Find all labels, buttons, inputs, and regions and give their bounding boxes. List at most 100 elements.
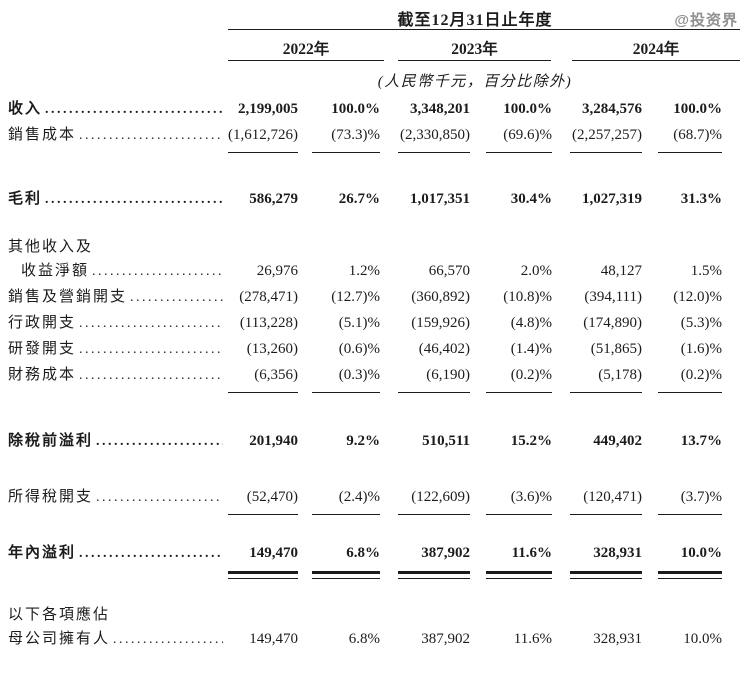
row-label-cell: 以下各項應佔 — [8, 604, 228, 626]
percent-cell: 10.0% — [683, 631, 722, 647]
percent-cell: (5.3)% — [680, 315, 722, 331]
table-row: 收益淨額....................................… — [8, 258, 722, 284]
table-row: 研發開支....................................… — [8, 336, 722, 362]
table-row: 所得稅開支...................................… — [8, 484, 722, 515]
percent-cell: 11.6% — [470, 540, 552, 579]
amount-cell: (159,926) — [411, 315, 470, 331]
year-column-header-2023: 2023年 — [398, 34, 551, 61]
percent-cell: (73.3)% — [298, 122, 380, 153]
amount-cell: (122,609) — [380, 484, 470, 515]
header-top-rule — [228, 29, 740, 30]
percent-cell: (1.4)% — [510, 341, 552, 357]
row-label: 以下各項應佔 — [8, 607, 111, 623]
table-row: 其他收入及 — [8, 236, 722, 258]
amount-cell: (6,356) — [228, 362, 298, 393]
amount-cell: 66,570 — [428, 263, 470, 279]
percent-cell: (5.1)% — [338, 315, 380, 331]
percent-cell: (0.2)% — [470, 362, 552, 393]
amount-cell: 2,199,005 — [238, 101, 298, 117]
row-label-cell: 其他收入及 — [8, 236, 228, 258]
percent-cell: (0.2)% — [642, 362, 722, 393]
year-column-header-2024: 2024年 — [572, 34, 740, 61]
dot-leader: ........................................… — [96, 434, 223, 449]
dot-leader: ........................................… — [113, 632, 223, 647]
percent-cell: (68.7)% — [642, 122, 722, 153]
currency-unit-note: (人民幣千元，百分比除外) — [377, 74, 573, 90]
row-label-cell: 收益淨額....................................… — [8, 258, 228, 285]
percent-cell: (0.6)% — [338, 341, 380, 357]
row-label: 財務成本 — [8, 367, 77, 383]
amount-cell: 1,027,319 — [582, 191, 642, 207]
row-label-cell: 所得稅開支...................................… — [8, 484, 228, 511]
row-label-cell: 收入......................................… — [8, 96, 228, 123]
amount-cell: (5,178) — [552, 362, 642, 393]
row-label: 銷售成本 — [8, 127, 77, 143]
row-label: 研發開支 — [8, 341, 77, 357]
percent-cell: 1.2% — [348, 263, 380, 279]
row-label: 收益淨額 — [21, 263, 90, 279]
amount-cell: (113,228) — [239, 315, 298, 331]
percent-cell: (12.0)% — [673, 289, 722, 305]
percent-cell: 10.0% — [642, 540, 722, 579]
amount-cell: (13,260) — [246, 341, 298, 357]
table-row: 銷售成本....................................… — [8, 122, 722, 153]
percent-cell: (3.7)% — [642, 484, 722, 515]
dot-leader: ........................................… — [96, 490, 223, 505]
dot-leader: ........................................… — [79, 342, 223, 357]
percent-cell: (69.6)% — [470, 122, 552, 153]
amount-cell: 387,902 — [421, 631, 470, 647]
row-label-cell: 毛利......................................… — [8, 186, 228, 213]
percent-cell: 6.8% — [298, 540, 380, 579]
dot-leader: ........................................… — [92, 264, 223, 279]
dot-leader: ........................................… — [79, 128, 223, 143]
year-column-header-2022: 2022年 — [228, 34, 384, 61]
period-title: 截至12月31日止年度 — [397, 12, 553, 29]
table-row: 毛利......................................… — [8, 186, 722, 212]
amount-cell: (1,612,726) — [228, 122, 298, 153]
percent-cell: (1.6)% — [680, 341, 722, 357]
row-label: 母公司擁有人 — [8, 631, 111, 647]
table-row: 以下各項應佔 — [8, 604, 722, 626]
row-label-cell: 銷售成本....................................… — [8, 122, 228, 149]
amount-cell: (51,865) — [590, 341, 642, 357]
percent-cell: 30.4% — [510, 191, 552, 207]
percent-cell: 6.8% — [348, 631, 380, 647]
percent-cell: 9.2% — [346, 433, 380, 449]
amount-cell: 510,511 — [422, 433, 470, 449]
percent-cell: 31.3% — [680, 191, 722, 207]
amount-cell: (52,470) — [228, 484, 298, 515]
row-label-cell: 銷售及營銷開支.................................… — [8, 284, 228, 311]
table-row: 銷售及營銷開支.................................… — [8, 284, 722, 310]
amount-cell: 328,931 — [593, 631, 642, 647]
percent-cell: (10.8)% — [503, 289, 552, 305]
table-row: 財務成本....................................… — [8, 362, 722, 393]
dot-leader: ........................................… — [79, 368, 223, 383]
dot-leader: ........................................… — [79, 316, 223, 331]
dot-leader: ........................................… — [79, 546, 223, 561]
percent-cell: 100.0% — [673, 101, 722, 117]
row-label-cell: 年內溢利....................................… — [8, 540, 228, 567]
amount-cell: 3,348,201 — [410, 101, 470, 117]
year-headers: 2022年 2023年 2024年 — [228, 34, 740, 61]
amount-cell: 328,931 — [552, 540, 642, 579]
amount-cell: (2,330,850) — [380, 122, 470, 153]
percent-cell: (12.7)% — [331, 289, 380, 305]
row-label: 收入 — [8, 101, 43, 117]
percent-cell: (4.8)% — [510, 315, 552, 331]
amount-cell: 3,284,576 — [582, 101, 642, 117]
amount-cell: (278,471) — [239, 289, 298, 305]
row-label-cell: 財務成本....................................… — [8, 362, 228, 389]
row-label-cell: 研發開支....................................… — [8, 336, 228, 363]
amount-cell: 149,470 — [249, 631, 298, 647]
percent-cell: 1.5% — [690, 263, 722, 279]
row-label-cell: 母公司擁有人..................................… — [8, 626, 228, 653]
table-row: 除稅前溢利...................................… — [8, 428, 722, 454]
amount-cell: 449,402 — [593, 433, 642, 449]
percent-cell: 100.0% — [331, 101, 380, 117]
amount-cell: (46,402) — [418, 341, 470, 357]
percent-cell: (0.3)% — [298, 362, 380, 393]
amount-cell: 201,940 — [249, 433, 298, 449]
amount-cell: (6,190) — [380, 362, 470, 393]
row-label: 除稅前溢利 — [8, 433, 94, 449]
amount-cell: 387,902 — [380, 540, 470, 579]
